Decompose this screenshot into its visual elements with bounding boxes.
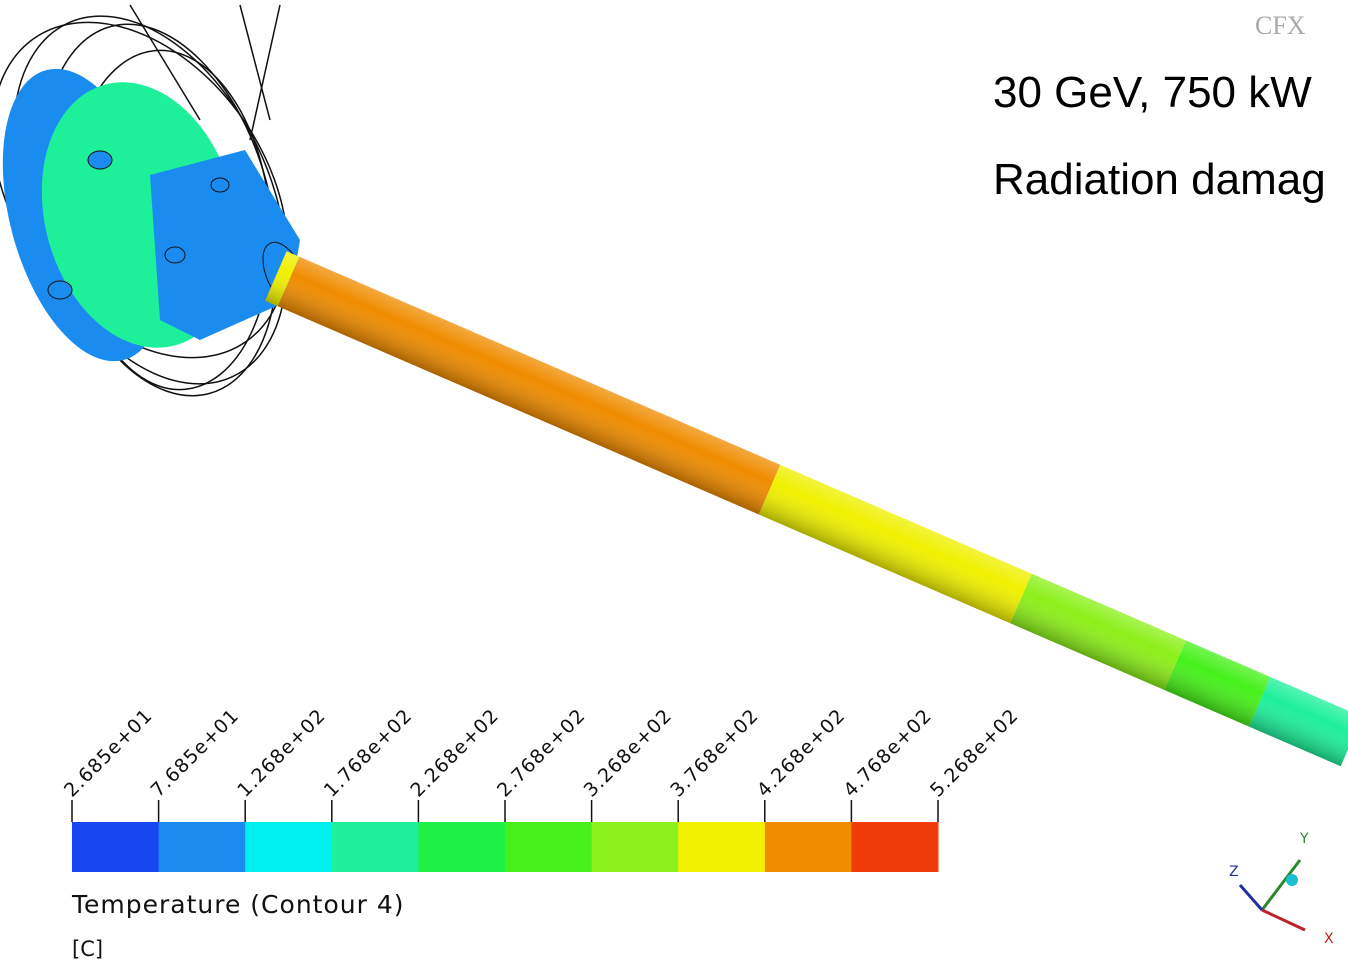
- legend-swatch: [332, 822, 419, 872]
- axis-triad: [1240, 860, 1305, 930]
- axis-label: Z: [1229, 864, 1239, 880]
- legend-tick-label: 3.768e+02: [666, 705, 763, 802]
- legend-tick-label: 1.268e+02: [233, 705, 330, 802]
- note: Radiation damag: [993, 155, 1326, 204]
- legend-tick-label: 2.685e+01: [60, 705, 157, 802]
- axis-label: Y: [1299, 831, 1309, 847]
- logo: CFX: [1255, 11, 1306, 40]
- legend-swatch: [418, 822, 505, 872]
- legend-tick-label: 2.768e+02: [493, 705, 590, 802]
- legend-tick-label: 4.268e+02: [753, 705, 850, 802]
- legend-unit: [C]: [72, 937, 103, 961]
- legend-tick-label: 2.268e+02: [406, 705, 503, 802]
- rod: [265, 251, 1348, 766]
- axis-label: X: [1324, 931, 1334, 947]
- target-head: [0, 51, 316, 380]
- legend-tick-label: 1.768e+02: [320, 705, 417, 802]
- legend-swatch: [851, 822, 938, 872]
- screen: CFX 30 GeV, 750 kW Radiation damag 2.685…: [0, 0, 1348, 963]
- legend-swatch: [72, 822, 159, 872]
- legend-tick-label: 4.768e+02: [839, 705, 936, 802]
- legend-swatch: [245, 822, 332, 872]
- legend-tick-label: 3.268e+02: [580, 705, 677, 802]
- legend-swatch: [159, 822, 246, 872]
- legend-title: Temperature (Contour 4): [71, 890, 405, 919]
- note: 30 GeV, 750 kW: [993, 68, 1312, 117]
- legend-swatch: [505, 822, 592, 872]
- legend-swatch: [765, 822, 852, 872]
- legend-swatch: [592, 822, 679, 872]
- legend: 2.685e+017.685e+011.268e+021.768e+022.26…: [60, 705, 1023, 872]
- legend-swatch: [678, 822, 765, 872]
- legend-tick-label: 7.685e+01: [147, 705, 244, 802]
- legend-tick-label: 5.268e+02: [926, 705, 1023, 802]
